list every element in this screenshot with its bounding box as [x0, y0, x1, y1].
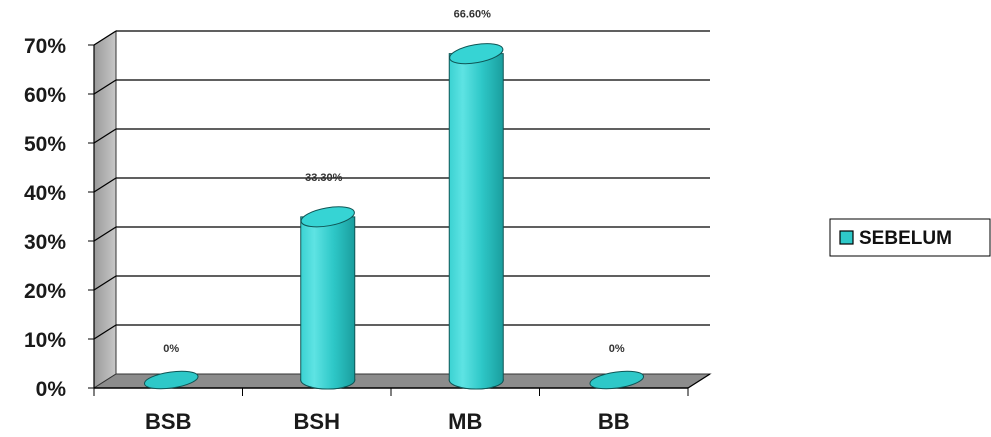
bars: [143, 43, 645, 390]
y-tick-label: 0%: [36, 378, 67, 401]
floor-right-edge: [687, 373, 711, 389]
bar-mb: [448, 43, 504, 390]
x-tick-label: MB: [448, 409, 482, 434]
data-label: 66.60%: [454, 9, 492, 21]
gridline-side: [93, 128, 117, 144]
legend-label: SEBELUM: [859, 228, 952, 249]
bar-top: [300, 206, 355, 228]
gridline-side: [93, 324, 117, 340]
left-wall: [93, 30, 117, 389]
legend-swatch: [839, 230, 854, 245]
y-tick-label: 70%: [24, 35, 66, 58]
x-tick-label: BB: [598, 409, 630, 434]
y-tick-label: 30%: [24, 231, 66, 254]
bar-flat: [143, 370, 199, 390]
x-tick-label: BSB: [145, 409, 191, 434]
data-label: 0%: [163, 343, 179, 355]
y-axis: 0% 10% 20% 30% 40% 50% 60% 70%: [24, 35, 95, 401]
gridline-side: [93, 79, 117, 95]
bar-bsh: [300, 206, 356, 390]
data-label: 0%: [609, 343, 625, 355]
data-label: 33.30%: [305, 172, 343, 184]
gridline-side: [93, 275, 117, 291]
y-tick-label: 20%: [24, 280, 66, 303]
bar-bsb: [143, 370, 199, 390]
bar-body: [448, 53, 504, 390]
gridline-side: [93, 177, 117, 193]
y-tick-label: 50%: [24, 133, 66, 156]
bar-top: [449, 43, 504, 65]
y-tick-label: 60%: [24, 84, 66, 107]
gridline-side: [93, 226, 117, 242]
legend-box: [829, 218, 991, 257]
x-tick-label: BSH: [294, 409, 340, 434]
y-tick-label: 10%: [24, 329, 66, 352]
legend: SEBELUM: [829, 218, 991, 257]
gridlines: [93, 30, 711, 389]
bar-bb: [589, 370, 645, 390]
bar-body: [300, 216, 356, 390]
bar-flat: [589, 370, 645, 390]
gridline-side: [93, 30, 117, 46]
x-axis: BSB BSH MB BB: [93, 388, 689, 434]
data-labels: 0% 33.30% 66.60% 0%: [163, 9, 625, 355]
y-tick-label: 40%: [24, 182, 66, 205]
